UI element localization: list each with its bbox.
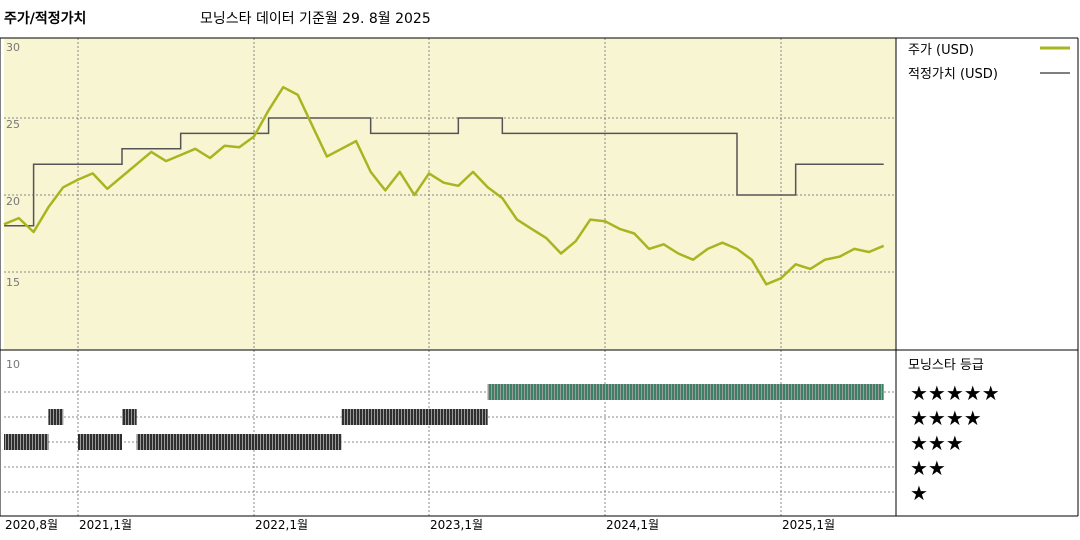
rating-bar-3-stars: [136, 434, 342, 450]
x-tick-label: 2021,1월: [79, 518, 132, 532]
y-tick-label: 25: [6, 118, 20, 131]
x-tick-label: 2024,1월: [606, 518, 659, 532]
y-tick-label: 15: [6, 276, 20, 289]
rating-bar-5-stars: [487, 384, 884, 400]
rating-title: 모닝스타 등급: [908, 358, 984, 373]
rating-bar-3-stars: [4, 434, 49, 450]
rating-bar-4-stars: [341, 409, 488, 425]
y-tick-label: 30: [6, 41, 20, 54]
x-tick-label: 2022,1월: [255, 518, 308, 532]
rating-bar-4-stars: [48, 409, 64, 425]
legend-label-price: 주가 (USD): [908, 43, 974, 58]
rating-y-tick-label: 10: [6, 358, 20, 371]
rating-level-label: ★★★★★: [910, 381, 1000, 405]
price-plot-background: [4, 38, 896, 350]
price-line: [3, 85, 885, 286]
x-tick-label: 2023,1월: [430, 518, 483, 532]
x-tick-label: 2020,8월: [5, 518, 58, 532]
x-tick-label: 2025,1월: [782, 518, 835, 532]
rating-bar-3-stars: [78, 434, 122, 450]
rating-level-label: ★★: [910, 456, 946, 480]
legend-label-fair-value: 적정가치 (USD): [908, 67, 998, 82]
rating-level-label: ★★★: [910, 431, 964, 455]
rating-bar-4-stars: [122, 409, 137, 425]
fair-value-line: [4, 117, 884, 227]
rating-level-label: ★: [910, 481, 928, 505]
chart-title: 주가/적정가치: [4, 11, 87, 27]
y-tick-label: 20: [6, 195, 20, 208]
data-date-caption: 모닝스타 데이터 기준월 29. 8월 2025: [200, 11, 431, 27]
rating-level-label: ★★★★: [910, 406, 982, 430]
